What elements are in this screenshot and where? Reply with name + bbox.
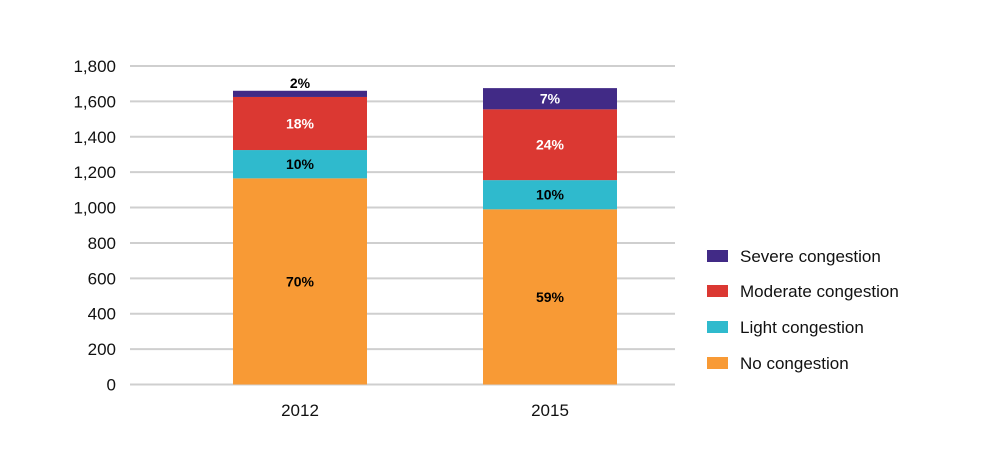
legend-swatch <box>707 321 728 333</box>
legend-swatch <box>707 285 728 297</box>
legend-label: Light congestion <box>740 318 864 337</box>
legend-swatch <box>707 250 728 262</box>
y-tick-label: 1,200 <box>73 163 116 182</box>
data-label: 59% <box>536 289 565 305</box>
data-label: 7% <box>540 91 561 107</box>
x-tick-label: 2015 <box>531 401 569 420</box>
bar-segment-moderate-congestion-2015 <box>483 109 617 181</box>
data-label: 70% <box>286 273 315 289</box>
data-label: 24% <box>536 137 565 153</box>
legend-label: No congestion <box>740 354 849 373</box>
y-tick-label: 600 <box>88 269 116 288</box>
y-tick-label: 0 <box>107 376 116 395</box>
bar-segment-no-congestion-2015 <box>483 209 617 385</box>
y-tick-label: 1,400 <box>73 128 116 147</box>
y-tick-label: 1,600 <box>73 92 116 111</box>
bar-segment-light-congestion-2012 <box>233 150 367 179</box>
legend-swatch <box>707 357 728 369</box>
bar-segment-moderate-congestion-2012 <box>233 96 367 151</box>
x-tick-label: 2012 <box>281 401 319 420</box>
y-tick-label: 800 <box>88 234 116 253</box>
legend-label: Moderate congestion <box>740 282 899 301</box>
y-tick-label: 200 <box>88 340 116 359</box>
data-label: 10% <box>286 156 315 172</box>
bar-segment-severe-congestion-2015 <box>483 88 617 110</box>
y-tick-label: 1,800 <box>73 57 116 76</box>
y-tick-label: 1,000 <box>73 199 116 218</box>
legend-label: Severe congestion <box>740 247 881 266</box>
bar-segment-no-congestion-2012 <box>233 178 367 385</box>
data-label: 18% <box>286 116 315 132</box>
bar-segment-severe-congestion-2012 <box>233 90 367 97</box>
y-tick-label: 400 <box>88 305 116 324</box>
bar-segment-light-congestion-2015 <box>483 180 617 210</box>
data-label: 2% <box>290 75 311 91</box>
data-label: 10% <box>536 187 565 203</box>
